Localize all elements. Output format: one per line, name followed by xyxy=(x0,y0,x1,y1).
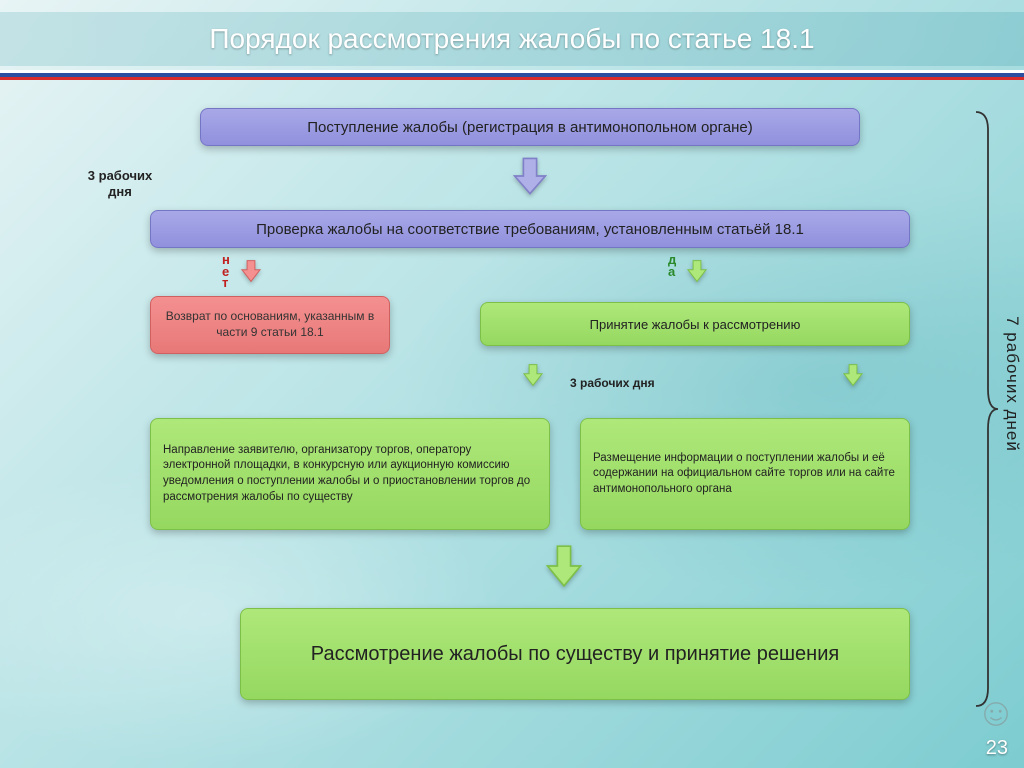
flowchart-canvas: Поступление жалобы (регистрация в антимо… xyxy=(0,0,1024,768)
smiley-icon xyxy=(982,700,1010,728)
box-step2: Проверка жалобы на соответствие требован… xyxy=(150,210,910,248)
label-3days-left-l2: дня xyxy=(108,184,132,199)
page-number: 23 xyxy=(986,737,1008,760)
label-3days-left-l1: 3 рабочих xyxy=(88,168,152,183)
box-step1: Поступление жалобы (регистрация в антимо… xyxy=(200,108,860,146)
box-notify: Направление заявителю, организатору торг… xyxy=(150,418,550,530)
box-accept: Принятие жалобы к рассмотрению xyxy=(480,302,910,346)
label-3days-left: 3 рабочих дня xyxy=(75,168,165,199)
bracket-7days-text: 7 рабочих дней xyxy=(1003,316,1022,452)
arrow-accept-right xyxy=(840,362,866,388)
box-final: Рассмотрение жалобы по существу и принят… xyxy=(240,608,910,700)
box-step1-text: Поступление жалобы (регистрация в антимо… xyxy=(307,119,752,136)
arrow-to-final xyxy=(542,544,586,588)
arrow-yes xyxy=(684,258,710,284)
box-step2-text: Проверка жалобы на соответствие требован… xyxy=(256,221,804,238)
arrow-step1-step2 xyxy=(508,154,552,198)
arrow-no xyxy=(238,258,264,284)
box-publish-text: Размещение информации о поступлении жало… xyxy=(593,451,897,498)
page-number-text: 23 xyxy=(986,737,1008,759)
label-no: нет xyxy=(222,254,230,289)
bracket-7days xyxy=(974,110,1000,708)
label-3days-mid: 3 рабочих дня xyxy=(570,376,655,390)
box-publish: Размещение информации о поступлении жало… xyxy=(580,418,910,530)
box-return: Возврат по основаниям, указанным в части… xyxy=(150,296,390,354)
box-final-text: Рассмотрение жалобы по существу и принят… xyxy=(311,640,839,668)
bracket-7days-label: 7 рабочих дней xyxy=(1002,316,1022,452)
arrow-accept-left xyxy=(520,362,546,388)
box-return-text: Возврат по основаниям, указанным в части… xyxy=(163,309,377,340)
label-yes: да xyxy=(668,254,676,277)
label-3days-mid-text: 3 рабочих дня xyxy=(570,376,655,390)
box-accept-text: Принятие жалобы к рассмотрению xyxy=(590,317,801,332)
box-notify-text: Направление заявителю, организатору торг… xyxy=(163,443,537,505)
